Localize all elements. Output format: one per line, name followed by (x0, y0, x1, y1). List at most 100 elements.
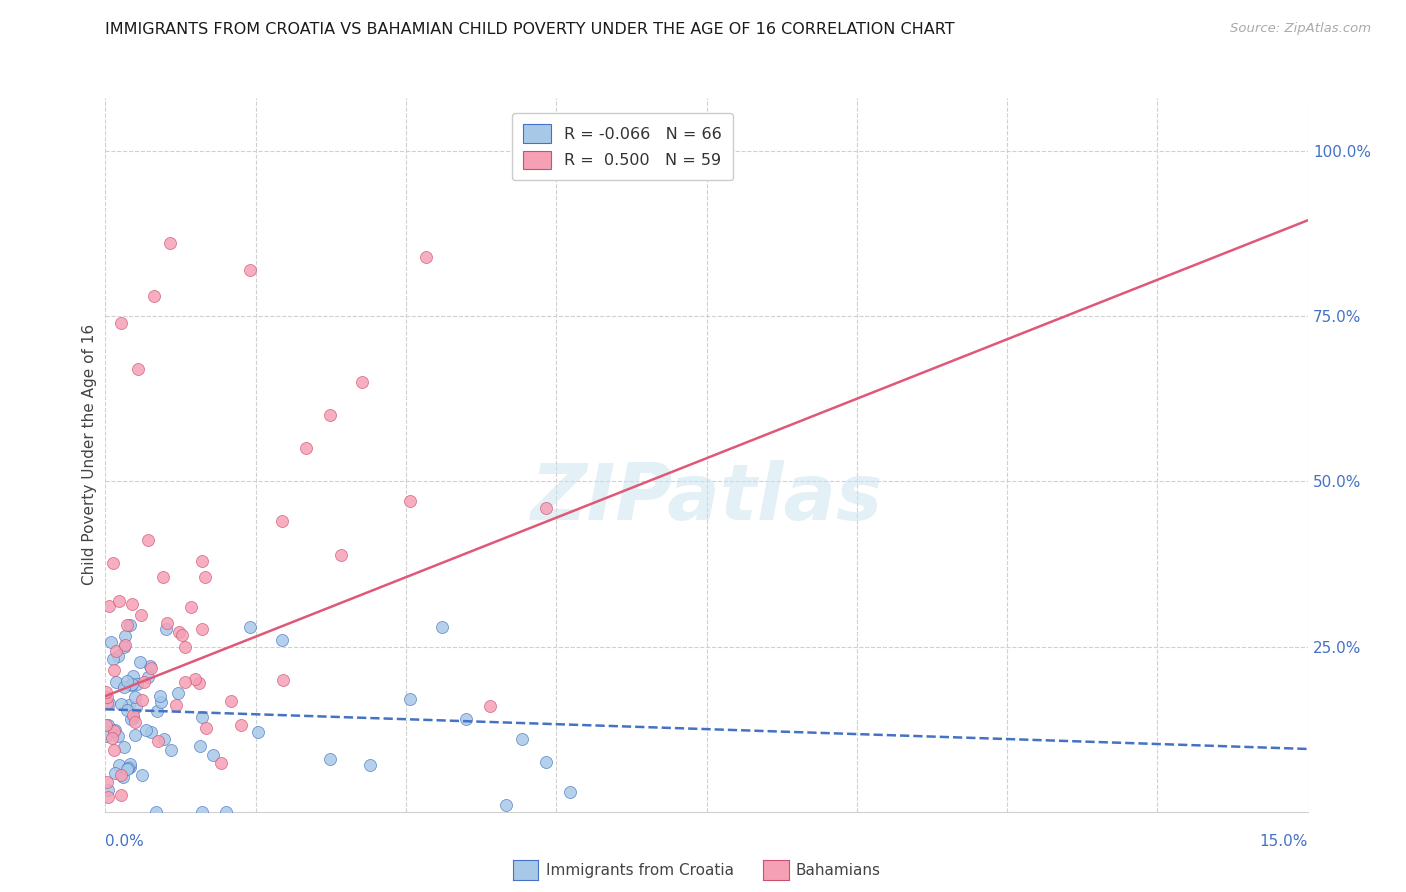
Point (110, 768, 132, 782)
Text: Source: ZipAtlas.com: Source: ZipAtlas.com (1230, 22, 1371, 36)
Point (115, 703, 138, 717)
Point (114, 638, 136, 652)
Point (103, 663, 125, 677)
Point (117, 673, 139, 688)
Point (110, 788, 132, 802)
Point (108, 758, 131, 772)
Point (97, 696, 120, 710)
Point (319, 409, 342, 423)
Point (399, 494, 422, 508)
Point (139, 661, 162, 675)
Point (159, 236, 181, 251)
Point (330, 548, 353, 562)
Text: ZIPatlas: ZIPatlas (530, 459, 883, 536)
Point (97, 782, 120, 797)
Point (190, 739, 212, 753)
Point (118, 759, 141, 773)
Point (124, 690, 146, 704)
Point (117, 698, 139, 713)
Point (96, 775, 118, 789)
Point (118, 617, 141, 632)
Point (96, 729, 118, 743)
Point (209, 756, 232, 770)
Point (188, 676, 211, 690)
Point (97, 717, 120, 731)
Point (94, 685, 117, 699)
Point (138, 533, 160, 547)
Point (271, 673, 294, 688)
Point (103, 556, 125, 570)
Point (112, 680, 135, 694)
Point (100, 635, 122, 649)
Point (153, 732, 176, 747)
Point (214, 805, 236, 819)
Point (111, 770, 134, 784)
Point (173, 675, 195, 690)
Point (231, 718, 253, 732)
Point (139, 725, 162, 739)
Point (184, 672, 207, 686)
Point (142, 289, 165, 303)
Point (190, 805, 212, 819)
Point (270, 632, 292, 647)
Point (107, 730, 129, 744)
Point (247, 725, 270, 739)
Legend: R = -0.066   N = 66, R =  0.500   N = 59: R = -0.066 N = 66, R = 0.500 N = 59 (512, 113, 733, 180)
Point (193, 570, 215, 584)
Point (195, 721, 218, 735)
Point (155, 622, 177, 636)
Point (167, 686, 190, 700)
Point (132, 675, 155, 690)
Point (191, 622, 214, 636)
Point (120, 757, 142, 772)
Point (114, 629, 136, 643)
Point (131, 767, 153, 781)
Point (510, 732, 533, 747)
Point (110, 316, 132, 330)
Point (152, 570, 174, 584)
Point (96, 696, 118, 710)
Point (125, 699, 148, 714)
Point (115, 618, 138, 632)
Point (415, 250, 437, 264)
Point (359, 758, 381, 772)
Point (103, 743, 125, 757)
Point (94, 718, 117, 732)
Point (112, 740, 135, 755)
Text: Immigrants from Croatia: Immigrants from Croatia (546, 863, 734, 878)
Point (295, 442, 318, 456)
Point (104, 723, 127, 738)
Point (560, 785, 582, 799)
Point (146, 734, 169, 748)
Point (120, 712, 142, 726)
Point (104, 674, 127, 689)
Point (121, 677, 143, 691)
Point (110, 697, 132, 711)
Point (146, 704, 169, 718)
Point (495, 798, 517, 813)
Point (122, 669, 145, 683)
Point (180, 600, 202, 615)
Point (167, 625, 190, 640)
Point (122, 711, 145, 725)
Point (138, 670, 160, 684)
Point (97, 790, 120, 805)
Point (534, 500, 557, 515)
Point (131, 692, 153, 706)
Point (319, 752, 342, 766)
Point (135, 723, 157, 737)
Y-axis label: Child Poverty Under the Age of 16: Child Poverty Under the Age of 16 (82, 325, 97, 585)
Point (129, 608, 152, 623)
Point (124, 728, 146, 742)
Point (104, 765, 127, 780)
Point (105, 644, 128, 658)
Text: 15.0%: 15.0% (1260, 834, 1308, 848)
Point (239, 620, 262, 634)
Point (103, 723, 125, 738)
Text: 0.0%: 0.0% (105, 834, 145, 848)
Point (139, 658, 162, 673)
Point (127, 362, 149, 376)
Point (399, 692, 422, 706)
Point (97, 599, 120, 614)
Point (239, 263, 262, 277)
